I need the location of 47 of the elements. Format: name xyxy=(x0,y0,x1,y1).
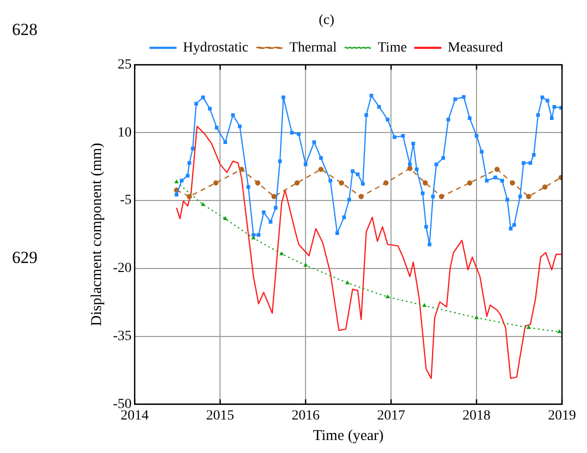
x-axis-title: Time (year) xyxy=(312,428,384,444)
x-tick-label: 2018 xyxy=(462,408,491,424)
point xyxy=(186,194,192,200)
point xyxy=(383,180,389,186)
point xyxy=(557,329,562,334)
point xyxy=(407,166,412,172)
point xyxy=(438,194,444,200)
point xyxy=(526,194,532,200)
text: 628 xyxy=(12,20,38,40)
legend-label: Measured xyxy=(448,40,503,56)
point xyxy=(213,180,218,186)
point xyxy=(279,251,284,256)
y-tick-label: -5 xyxy=(120,193,132,208)
y-tick-label: 10 xyxy=(118,125,132,140)
point xyxy=(526,325,531,330)
point xyxy=(422,180,428,186)
y-tick-label: -35 xyxy=(112,328,132,344)
point xyxy=(467,180,472,186)
point xyxy=(338,180,344,186)
point xyxy=(271,194,277,200)
point xyxy=(200,202,206,206)
point xyxy=(422,302,427,307)
y-axis-title: Displacment component (mm) xyxy=(88,142,105,326)
legend-label: Time xyxy=(378,40,407,56)
point xyxy=(303,262,308,267)
point xyxy=(510,180,516,186)
point xyxy=(318,166,324,172)
point xyxy=(294,180,300,186)
x-tick-label: 2017 xyxy=(377,408,406,424)
x-tick-label: 2015 xyxy=(206,408,234,424)
point xyxy=(358,194,364,200)
x-tick-label: 2016 xyxy=(292,408,320,424)
y-tick-label: 25 xyxy=(118,57,132,72)
text: 629 xyxy=(12,248,38,268)
x-tick-label: 2019 xyxy=(548,408,576,424)
point xyxy=(174,179,179,184)
legend-label: Hydrostatic xyxy=(183,40,248,56)
point xyxy=(223,216,228,220)
legend-label: Thermal xyxy=(289,40,337,56)
point xyxy=(494,166,500,172)
y-tick-label: -20 xyxy=(112,261,132,276)
x-tick-label: 2014 xyxy=(120,408,149,424)
chart-title: (c) xyxy=(318,13,335,28)
point xyxy=(474,315,479,320)
point xyxy=(255,180,260,186)
point xyxy=(238,166,244,172)
point xyxy=(542,184,548,190)
